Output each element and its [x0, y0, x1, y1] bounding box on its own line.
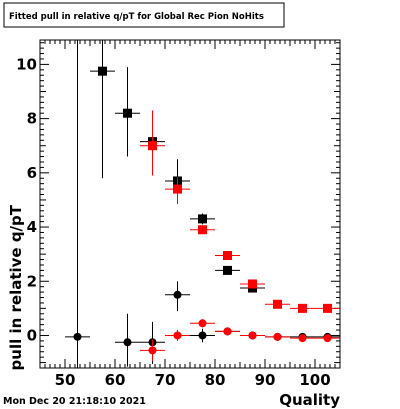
data-point-square: [223, 265, 232, 275]
series-2: [65, 40, 340, 368]
y-tick-label: 6: [27, 164, 37, 182]
data-point-circle: [173, 331, 182, 340]
data-point-circle: [198, 331, 207, 340]
x-tick-label: 60: [105, 371, 126, 389]
data-point-square: [298, 303, 307, 313]
data-marks: [65, 40, 340, 368]
data-point-square: [248, 279, 257, 289]
y-tick-label: 0: [27, 326, 37, 344]
data-point-circle: [323, 334, 332, 343]
x-axis-ticks: 50 60 70 80 90 100: [39, 40, 341, 389]
chart-title: Fitted pull in relative q/pT for Global …: [9, 12, 264, 22]
y-tick-label: 8: [27, 110, 37, 128]
series-3: [140, 319, 340, 362]
x-tick-label: 70: [155, 371, 176, 389]
data-point-square: [323, 303, 332, 313]
x-tick-label: 50: [55, 371, 76, 389]
data-point-square: [273, 299, 282, 309]
y-tick-label: 10: [16, 55, 37, 73]
data-point-circle: [148, 346, 157, 355]
x-tick-label: 90: [255, 371, 276, 389]
x-tick-label: 80: [205, 371, 226, 389]
y-tick-label: 2: [27, 272, 37, 290]
data-point-circle: [223, 327, 232, 336]
data-point-circle: [123, 338, 132, 347]
data-point-square: [198, 225, 207, 235]
x-axis-title: Quality: [279, 391, 340, 409]
data-point-circle: [198, 319, 207, 328]
data-point-square: [98, 66, 107, 76]
data-point-square: [198, 214, 207, 224]
y-axis-ticks: 0 2 4 6 8 10: [16, 42, 340, 364]
data-point-circle: [173, 290, 182, 299]
data-point-circle: [298, 334, 307, 343]
plot-frame: [39, 39, 341, 369]
data-point-circle: [248, 331, 257, 340]
data-point-square: [173, 184, 182, 194]
data-point-square: [148, 141, 157, 151]
x-tick-label: 100: [299, 371, 330, 389]
timestamp: Mon Dec 20 21:18:10 2021: [3, 396, 146, 407]
data-point-circle: [273, 332, 282, 341]
y-tick-label: 4: [27, 218, 37, 236]
title-frame: [3, 2, 285, 28]
data-point-square: [223, 251, 232, 261]
chart-title-box: Fitted pull in relative q/pT for Global …: [3, 2, 285, 28]
data-point-square: [123, 108, 132, 118]
data-point-circle: [73, 332, 82, 341]
series-0: [90, 40, 265, 293]
series-1: [140, 110, 340, 313]
y-axis-title: pull in relative q/pT: [7, 204, 25, 370]
